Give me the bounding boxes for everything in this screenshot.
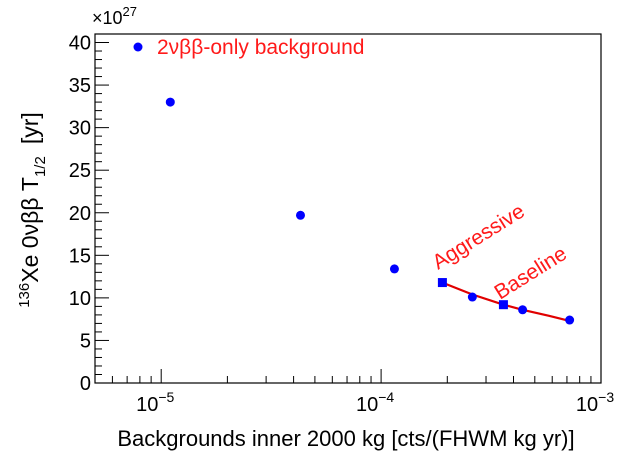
data-point-circle [165, 97, 175, 107]
data-point-circle [389, 264, 399, 274]
legend-label: 2νββ-only background [157, 36, 364, 59]
x-tick-label: 10−3 [576, 389, 614, 416]
x-axis-label: Backgrounds inner 2000 kg [cts/(FHWM kg … [117, 426, 574, 451]
data-point-circle [518, 305, 528, 315]
y-tick-label: 0 [80, 373, 91, 395]
y-multiplier: ×1027 [92, 4, 137, 28]
data-point-circle [295, 210, 305, 220]
y-tick-label: 5 [80, 330, 91, 352]
plot-frame [94, 33, 602, 384]
data-point-circle [467, 292, 477, 302]
y-tick-label: 30 [69, 118, 91, 140]
data-point-square [437, 278, 447, 288]
annotation-aggressive: Aggressive [428, 200, 528, 275]
x-tick-label: 10−4 [356, 389, 394, 416]
annotation-baseline: Baseline [490, 242, 571, 304]
y-axis-label: 136Xe 0νββ T1/2[yr] [16, 112, 49, 308]
y-tick-label: 20 [69, 203, 91, 225]
x-tick-label: 10−5 [136, 389, 174, 416]
y-tick-label: 10 [69, 288, 91, 310]
y-tick-label: 35 [69, 75, 91, 97]
fit-curve [441, 281, 570, 322]
y-tick-label: 25 [69, 160, 91, 182]
data-point-circle [565, 315, 575, 325]
y-tick-label: 40 [69, 33, 91, 55]
y-tick-label: 15 [69, 245, 91, 267]
data-point-square [498, 300, 508, 310]
legend-marker [133, 42, 143, 52]
